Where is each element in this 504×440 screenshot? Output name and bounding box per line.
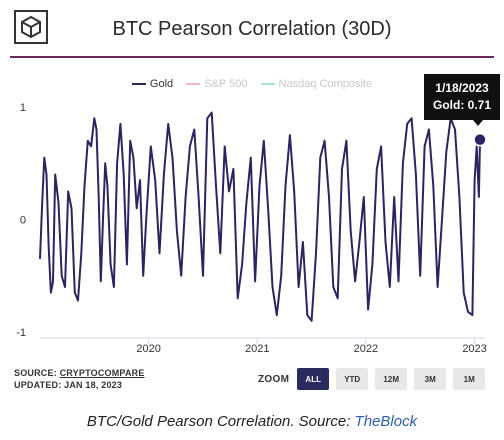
y-tick-label: 1 <box>20 102 26 114</box>
zoom-all-button[interactable]: ALL <box>297 368 330 390</box>
tooltip-date: 1/18/2023 <box>435 81 489 95</box>
source-link[interactable]: CRYPTOCOMPARE <box>59 368 145 378</box>
chart-title: BTC Pearson Correlation (30D) <box>112 18 392 40</box>
series-line-gold <box>39 111 481 322</box>
tooltip-value: Gold: 0.71 <box>432 98 491 112</box>
x-tick-label: 2021 <box>245 343 269 355</box>
zoom-ytd-button[interactable]: YTD <box>336 368 369 390</box>
source-block: SOURCE: CRYPTOCOMPARE UPDATED: JAN 18, 2… <box>14 367 145 391</box>
title-divider <box>10 56 494 58</box>
source-label: SOURCE: <box>14 368 57 378</box>
x-tick-label: 2023 <box>462 343 486 355</box>
chart-plot[interactable]: 1 0 -1 2020 2021 2022 2023 <box>0 0 504 365</box>
legend-swatch-nasdaq <box>260 83 275 85</box>
updated-text: UPDATED: JAN 18, 2023 <box>14 380 123 390</box>
x-tick-label: 2022 <box>354 343 378 355</box>
legend-label-nasdaq: Nasdaq Composite <box>278 78 373 90</box>
zoom-label: ZOOM <box>258 373 290 385</box>
legend-label-gold: Gold <box>149 78 174 90</box>
x-tick-label: 2020 <box>136 343 160 355</box>
figure-caption: BTC/Gold Pearson Correlation. Source: Th… <box>0 413 504 430</box>
legend-swatch-gold <box>131 83 146 85</box>
highlighted-point <box>473 132 487 147</box>
zoom-1m-button[interactable]: 1M <box>453 368 486 390</box>
caption-text: BTC/Gold Pearson Correlation. Source: <box>86 413 355 430</box>
legend-label-sp500: S&P 500 <box>204 78 248 90</box>
legend-item-sp500[interactable]: S&P 500 <box>186 78 247 90</box>
zoom-12m-button[interactable]: 12M <box>375 368 408 390</box>
zoom-controls: ZOOM ALL YTD 12M 3M 1M <box>258 367 492 391</box>
y-tick-label: -1 <box>16 327 26 339</box>
tooltip-arrow <box>473 120 483 126</box>
legend-swatch-sp500 <box>186 83 201 85</box>
legend-item-gold[interactable]: Gold <box>131 78 174 90</box>
legend-item-nasdaq[interactable]: Nasdaq Composite <box>260 78 373 90</box>
zoom-3m-button[interactable]: 3M <box>414 368 447 390</box>
y-tick-label: 0 <box>20 215 26 227</box>
theblock-logo-icon <box>14 10 48 44</box>
caption-source-link[interactable]: TheBlock <box>354 413 418 430</box>
chart-card: BTC Pearson Correlation (30D) Gold S&P 5… <box>0 0 504 391</box>
chart-legend: Gold S&P 500 Nasdaq Composite <box>0 76 504 90</box>
tooltip: 1/18/2023 Gold: 0.71 <box>424 74 500 120</box>
